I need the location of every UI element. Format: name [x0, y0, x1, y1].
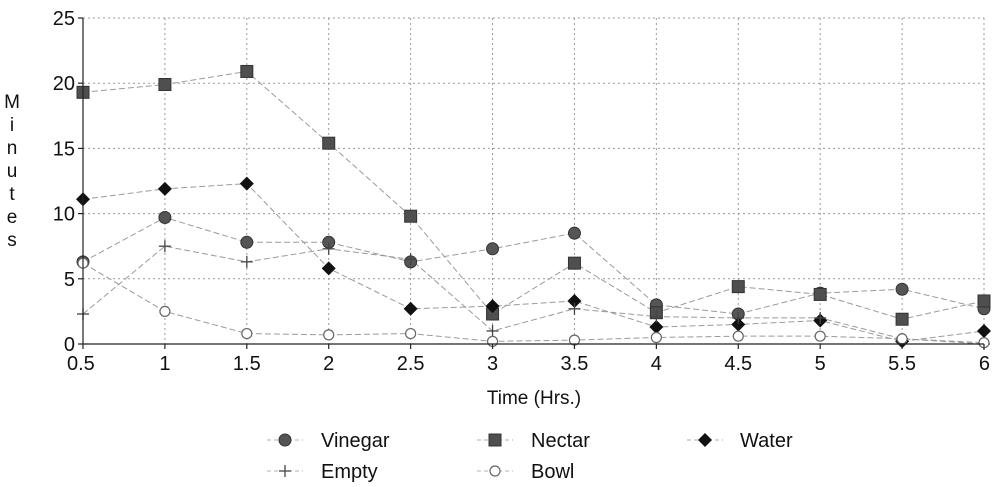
x-tick-label: 5: [815, 353, 826, 375]
point-water: [649, 320, 664, 335]
x-tick-label: 6: [979, 353, 990, 375]
legend-label: Vinegar: [321, 430, 390, 452]
series-markers: [76, 64, 991, 350]
y-tick-label: 15: [53, 138, 75, 160]
point-bowl: [650, 331, 662, 344]
legend-marker-nectar: [488, 433, 502, 447]
legend-label: Bowl: [531, 461, 574, 483]
legend-label: Empty: [321, 461, 378, 483]
point-empty: [650, 310, 663, 323]
point-bowl: [814, 330, 826, 342]
point-vinegar: [158, 211, 172, 225]
axes: [78, 17, 985, 349]
point-nectar: [158, 78, 172, 92]
legend-label: Water: [740, 430, 793, 452]
point-vinegar: [895, 282, 909, 296]
x-tick-label: 3: [487, 353, 498, 375]
legend-label: Nectar: [531, 430, 590, 452]
point-bowl: [896, 333, 908, 345]
legend: Vinegar Nectar Water Empty Bowl: [267, 430, 793, 483]
series-lines: [82, 70, 985, 345]
series-line-vinegar: [82, 216, 985, 315]
legend-item-nectar: Nectar: [477, 430, 590, 452]
point-empty: [404, 253, 417, 266]
series-line-empty: [82, 245, 985, 345]
x-tick-label: 5.5: [888, 353, 916, 375]
point-water: [567, 293, 582, 308]
point-bowl: [405, 327, 417, 340]
point-empty: [732, 311, 745, 324]
legend-marker-water: [698, 433, 712, 447]
x-tick-label: 1.5: [233, 353, 261, 375]
point-nectar: [977, 294, 991, 308]
point-empty: [322, 242, 335, 255]
y-tick-label: 20: [53, 73, 75, 95]
point-water: [485, 299, 500, 314]
point-nectar: [731, 280, 745, 294]
x-tick-label: 2.5: [397, 353, 425, 375]
point-nectar: [404, 209, 418, 223]
x-tick-label: 1: [159, 353, 170, 375]
tick-labels: 0 5 10 15 20 25 0.5 1 1.5 2 2.5 3 3.5 4 4.5 5 5.5 6: [53, 8, 990, 375]
point-nectar: [895, 312, 909, 326]
point-vinegar: [486, 242, 500, 256]
point-empty: [158, 240, 171, 253]
legend-marker-vinegar: [278, 433, 292, 447]
legend-item-empty: Empty: [267, 461, 378, 483]
point-water: [731, 317, 746, 332]
point-water: [321, 261, 336, 276]
legend-item-vinegar: Vinegar: [267, 430, 390, 452]
point-nectar: [567, 256, 581, 270]
x-tick-label: 2: [323, 353, 334, 375]
point-water: [239, 176, 254, 191]
point-nectar: [322, 136, 336, 150]
point-empty: [814, 311, 827, 324]
point-vinegar: [567, 226, 581, 240]
point-bowl: [323, 329, 335, 341]
y-tick-label: 0: [64, 334, 75, 356]
x-tick-label: 4.5: [724, 353, 752, 375]
series-line-nectar: [82, 70, 985, 320]
legend-marker-bowl: [489, 465, 501, 477]
point-bowl: [732, 330, 744, 342]
series-line-water: [82, 183, 985, 342]
x-axis-title: Time (Hrs.): [487, 388, 581, 409]
legend-item-bowl: Bowl: [477, 461, 574, 483]
y-tick-label: 5: [64, 269, 75, 291]
legend-item-water: Water: [687, 430, 793, 452]
y-tick-label: 25: [53, 8, 75, 30]
point-empty: [568, 302, 581, 315]
point-empty: [486, 324, 499, 337]
x-tick-label: 0.5: [67, 353, 95, 375]
point-water: [157, 181, 172, 196]
grid: [83, 17, 985, 344]
point-vinegar: [240, 235, 254, 249]
point-bowl: [241, 327, 253, 340]
point-empty: [240, 255, 253, 268]
series-line-bowl: [82, 262, 985, 344]
y-tick-label: 10: [53, 204, 75, 226]
point-nectar: [240, 64, 254, 78]
point-nectar: [813, 287, 827, 301]
x-tick-label: 4: [651, 353, 662, 375]
legend-marker-empty: [279, 465, 291, 477]
point-bowl: [159, 305, 171, 317]
x-tick-label: 3.5: [561, 353, 589, 375]
point-water: [403, 301, 418, 316]
point-water: [977, 323, 991, 338]
